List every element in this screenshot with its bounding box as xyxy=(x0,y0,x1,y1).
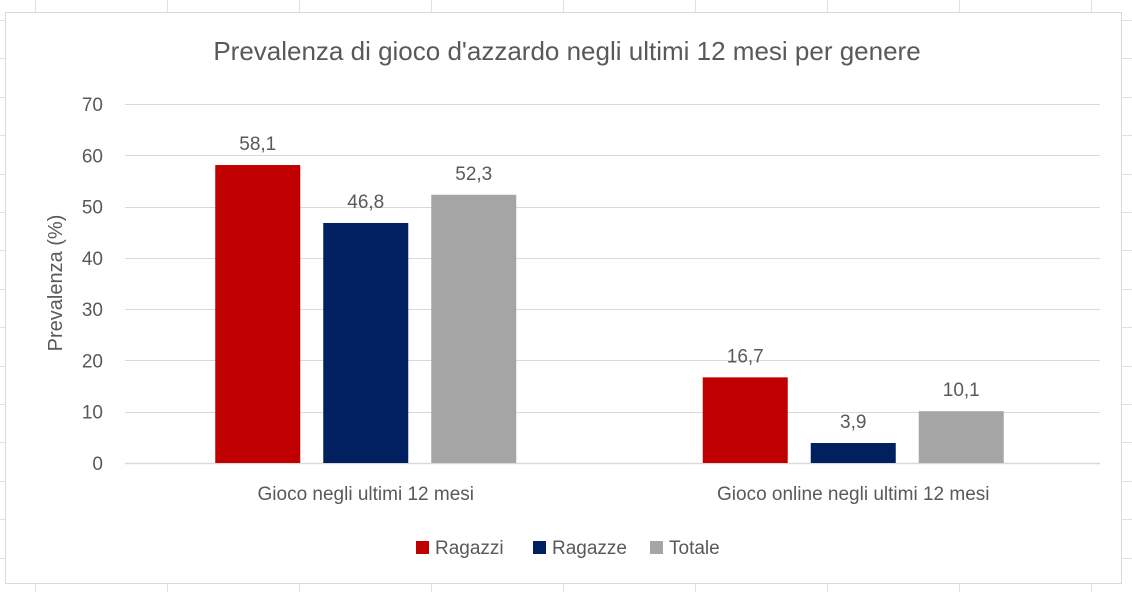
bar-totale[interactable] xyxy=(431,194,517,464)
bar-ragazzi[interactable] xyxy=(702,377,788,463)
chart-area[interactable] xyxy=(5,12,1122,584)
y-tick-label: 40 xyxy=(82,249,103,270)
bar-ragazze[interactable] xyxy=(810,442,896,463)
data-label: 10,1 xyxy=(943,380,980,401)
y-tick-label: 10 xyxy=(82,403,103,424)
bar-ragazze[interactable] xyxy=(323,222,409,463)
chart-title: Prevalenza di gioco d'azzardo negli ulti… xyxy=(213,36,920,66)
legend-swatch xyxy=(650,541,663,554)
y-tick-label: 50 xyxy=(82,198,103,219)
data-label: 3,9 xyxy=(840,412,866,433)
x-tick-label: Gioco negli ultimi 12 mesi xyxy=(258,484,474,505)
data-label: 46,8 xyxy=(347,192,384,213)
legend: Ragazzi Ragazze Totale xyxy=(416,538,720,559)
data-label: 58,1 xyxy=(239,134,276,155)
y-tick-label: 30 xyxy=(82,300,103,321)
y-tick-label: 60 xyxy=(82,146,103,167)
legend-label: Totale xyxy=(669,538,720,559)
y-tick-label: 70 xyxy=(82,95,103,116)
legend-swatch xyxy=(533,541,546,554)
y-axis-label: Prevalenza (%) xyxy=(45,215,67,352)
y-tick-label: 0 xyxy=(92,454,103,475)
bar-totale[interactable] xyxy=(918,411,1004,463)
data-label: 16,7 xyxy=(727,346,764,367)
x-tick-label: Gioco online negli ultimi 12 mesi xyxy=(717,484,989,505)
legend-label: Ragazze xyxy=(552,538,627,559)
legend-swatch xyxy=(416,541,429,554)
y-tick-label: 20 xyxy=(82,351,103,372)
data-label: 52,3 xyxy=(455,164,492,185)
bar-ragazzi[interactable] xyxy=(215,165,301,463)
legend-label: Ragazzi xyxy=(435,538,504,559)
